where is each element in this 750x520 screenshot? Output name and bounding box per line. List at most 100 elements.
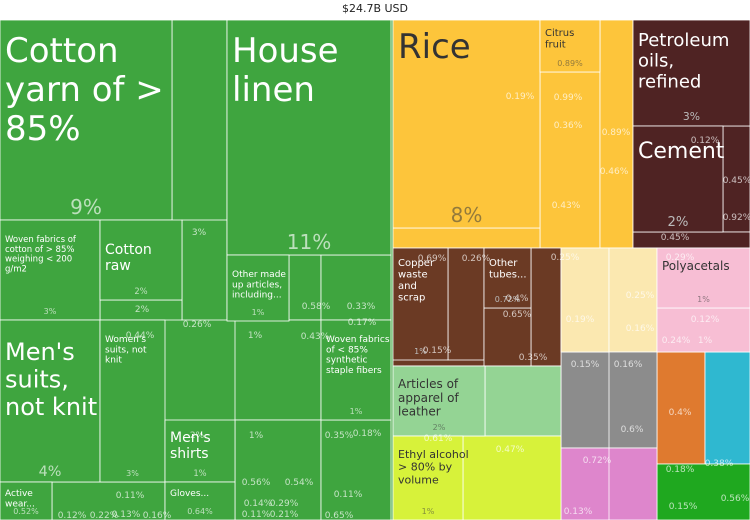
small-value-29: 0.99%: [554, 93, 583, 103]
cell-18: [392, 365, 486, 437]
treemap-cell-13: [632, 231, 750, 249]
small-value-41: 0.65%: [503, 310, 532, 320]
small-value-24: 0.11%: [116, 491, 145, 501]
cell-3: [99, 219, 183, 301]
small-value-31: 0.89%: [602, 128, 631, 138]
cell-label-4: Other made up articles, including...: [232, 270, 286, 301]
cell-share-0: 9%: [70, 195, 102, 219]
treemap-cell-14: [447, 247, 485, 361]
small-value-35: 0.26%: [462, 254, 491, 264]
cell-label-2: Woven fabrics of cotton of > 85% weighing …: [5, 235, 77, 274]
small-value-22: 0.22%: [90, 511, 119, 520]
small-value-51: 1%: [698, 336, 713, 346]
cell-label-14: Cement: [638, 139, 725, 164]
small-value-42: 0.4%: [506, 294, 529, 304]
cell-19: [392, 435, 464, 520]
treemap-cell-16: [483, 307, 532, 367]
treemap-cell-15: [530, 247, 562, 367]
treemap-chart: Cotton yarn of >85% 9% House linen 11% Woven f…: [0, 20, 750, 520]
cell-share-8: 1%: [350, 407, 363, 416]
treemap-cell-22: [608, 351, 658, 449]
cell-label-3: Cotton raw: [105, 242, 152, 274]
treemap-cell-18: [608, 247, 658, 353]
small-value-48: 0.16%: [614, 360, 643, 370]
cell-label-17: Polyacetals: [662, 259, 730, 273]
small-value-1: 0.44%: [126, 331, 155, 341]
small-value-47: 0.15%: [571, 360, 600, 370]
small-value-56: 0.4%: [669, 408, 692, 418]
cell-share-18: 2%: [433, 423, 446, 432]
cell-11: [392, 20, 541, 229]
treemap-cell-19: [656, 307, 750, 353]
small-value-40: 0.15%: [423, 346, 452, 356]
small-value-16: 0.29%: [270, 499, 299, 509]
small-value-45: 0.25%: [626, 291, 655, 301]
small-value-38: 0.92%: [723, 213, 750, 223]
treemap-cell-7: [320, 419, 392, 520]
cell-label-6: Women's suits, not knit: [105, 335, 147, 366]
small-value-32: 0.46%: [600, 167, 629, 177]
cell-share-11: 8%: [451, 203, 483, 227]
cell-share-9: 0.52%: [13, 507, 39, 516]
chart-title: $24.7B USD: [341, 2, 409, 15]
small-value-5: 0.58%: [302, 302, 331, 312]
cell-share-4: 1%: [252, 308, 265, 317]
cell-label-12: Citrus fruit: [545, 28, 574, 51]
small-value-23: 0.13%: [112, 510, 141, 520]
treemap-cell-9: [539, 71, 601, 249]
treemap-cell-8: [51, 481, 166, 520]
cell-share-7: 1%: [193, 468, 206, 478]
small-value-4: 1%: [248, 331, 263, 341]
small-value-7: 0.43%: [301, 332, 330, 342]
cell-label-7: Men's shirts: [170, 430, 211, 462]
cell-label-5: Men's suits, not knit: [5, 338, 97, 421]
treemap-cell-0: [171, 20, 228, 241]
small-value-49: 0.12%: [691, 315, 720, 325]
small-value-43: 0.35%: [519, 353, 548, 363]
cell-label-9: Active wear...: [5, 489, 35, 509]
small-value-55: 0.6%: [621, 425, 644, 435]
small-value-9: 2%: [190, 431, 205, 441]
cell-share-16: 0.72%: [495, 295, 521, 304]
small-value-19: 0.11%: [334, 490, 363, 500]
treemap-cell-3: [288, 254, 322, 321]
cell-label-16: Other tubes...: [489, 258, 527, 281]
cell-label-8: Woven fabrics of < 85% synthetic staple fib…: [326, 335, 390, 376]
cell-label-19: Ethyl alcohol > 80% by volume: [398, 448, 469, 486]
treemap-cell-11: [392, 227, 541, 249]
cell-share-3: 2%: [134, 286, 147, 296]
cell-9: [0, 481, 53, 520]
treemap-cell-1: [181, 219, 228, 321]
cell-8: [320, 319, 392, 421]
small-value-18: 0.21%: [270, 510, 299, 520]
cell-label-11: Rice: [398, 27, 471, 67]
cell-5: [0, 319, 101, 483]
small-value-14: 0.54%: [285, 478, 314, 488]
cell-share-5: 4%: [39, 464, 62, 480]
small-value-27: 0.45%: [661, 233, 690, 243]
cell-6: [99, 319, 166, 483]
cell-label-13: Petroleum oils, refined: [638, 30, 729, 92]
small-value-3: 2%: [135, 305, 150, 315]
small-value-12: 0.18%: [353, 429, 382, 439]
cell-share-13: 3%: [683, 110, 700, 123]
small-value-59: 0.15%: [669, 502, 698, 512]
treemap-cell-6: [234, 419, 322, 520]
small-value-11: 0.35%: [325, 431, 354, 441]
small-value-33: 0.43%: [552, 201, 581, 211]
small-value-30: 0.36%: [554, 121, 583, 131]
treemap-cell-21: [462, 435, 562, 520]
cell-13: [632, 20, 750, 127]
small-value-53: 0.47%: [496, 445, 525, 455]
small-value-28: 0.19%: [506, 92, 535, 102]
cell-10: [164, 481, 236, 520]
small-value-26: 0.12%: [691, 136, 720, 146]
cell-label-10: Gloves...: [170, 489, 209, 499]
cell-share-2: 3%: [44, 307, 57, 316]
small-value-39: 0.29%: [666, 253, 695, 263]
small-value-54: 0.72%: [583, 456, 612, 466]
cell-1: [226, 20, 392, 256]
small-value-6: 0.33%: [347, 302, 376, 312]
cell-share-19: 1%: [422, 507, 435, 516]
small-value-57: 0.18%: [666, 465, 695, 475]
